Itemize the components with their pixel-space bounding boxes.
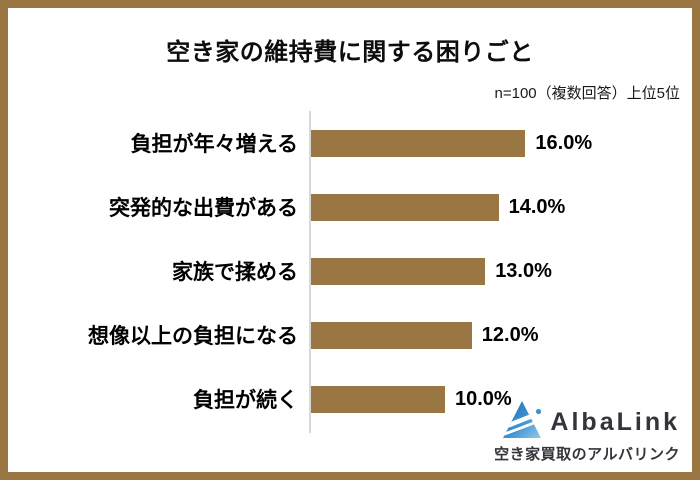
value-label: 10.0% (455, 387, 512, 410)
chart-row: 家族で揉める 13.0% (8, 239, 692, 303)
bar (311, 385, 445, 413)
category-label: 想像以上の負担になる (88, 325, 298, 348)
albalink-mountain-icon (502, 400, 544, 445)
chart-title: 空き家の維持費に関する困りごと (166, 39, 534, 66)
bar (311, 129, 526, 157)
bar (311, 257, 486, 285)
category-label: 突発的な出費がある (109, 197, 298, 220)
category-label: 負担が年々増える (130, 133, 298, 156)
sample-size-note: n=100（複数回答）上位5位 (494, 85, 680, 102)
value-label: 12.0% (481, 323, 539, 346)
chart-row: 突発的な出費がある 14.0% (8, 175, 692, 239)
axis-line (309, 111, 311, 433)
brand-tagline: 空き家買取のアルバリンク (494, 446, 680, 463)
bar-chart: 負担が年々増える 16.0% 突発的な出費がある 14.0% 家族で揉める 13… (8, 111, 692, 433)
albalink-logo-row: AlbaLink (494, 400, 680, 445)
chart-row: 想像以上の負担になる 12.0% (8, 303, 692, 367)
brand-name: AlbaLink (550, 407, 680, 436)
value-label: 13.0% (495, 259, 552, 282)
category-label: 家族で揉める (172, 261, 298, 284)
albalink-logo: AlbaLink 空き家買取のアルバリンク (494, 400, 680, 464)
bar (311, 321, 472, 349)
category-label: 負担が続く (193, 389, 298, 412)
value-label: 16.0% (535, 131, 593, 154)
bar (311, 193, 499, 221)
chart-row: 負担が年々増える 16.0% (8, 111, 692, 175)
chart-row: 負担が続く 10.0% (8, 367, 692, 431)
value-label: 14.0% (508, 195, 566, 218)
